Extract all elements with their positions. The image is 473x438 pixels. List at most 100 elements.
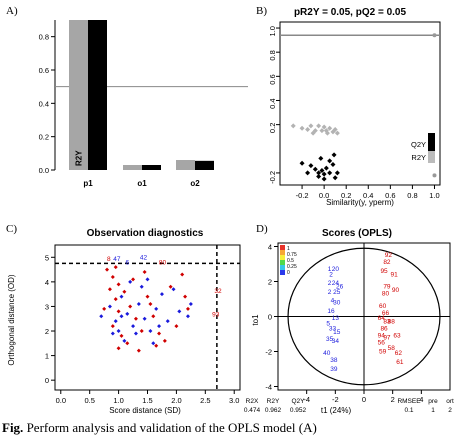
c-y-tick-label: 1: [45, 352, 49, 361]
panel-b-xlabel: Similarity(y, yperm): [326, 198, 394, 207]
figure-canvas: A) B) C) D) pR2Y = 0.05, pQ2 = 0.05 Obse…: [6, 5, 454, 415]
b-point-q2y: [316, 174, 322, 180]
b-point-q2y: [312, 166, 318, 172]
c-point-red: [136, 348, 141, 353]
c-y-tick-label: 2: [45, 327, 49, 336]
c-point-red: [151, 314, 156, 319]
d-stat-value: 2: [448, 407, 452, 414]
c-point-blue: [131, 324, 136, 329]
figure-caption: Fig. Perform analysis and validation of …: [2, 420, 473, 438]
b-x-tick-label: 0.6: [385, 191, 395, 200]
d-red-sample-label: 79: [383, 284, 391, 291]
c-point-blue: [148, 329, 153, 334]
d-red-sample-label: 58: [388, 345, 396, 352]
c-point-blue: [119, 314, 124, 319]
d-red-sample-label: 83: [383, 319, 391, 326]
d-stat-header: Q2Y: [291, 398, 305, 405]
caption-bold: Fig.: [2, 420, 24, 435]
b-point-r2y: [310, 130, 316, 136]
c-point-blue: [188, 301, 193, 306]
d-red-sample-label: 86: [380, 326, 388, 333]
c-point-red: [174, 324, 179, 329]
panel-d-ylabel: to1: [251, 314, 260, 326]
d-blue-sample-label: 2: [329, 271, 333, 278]
d-red-sample-label: 64: [378, 315, 386, 322]
b-point-r2y: [290, 123, 296, 129]
b-legend-r2y: R2Y: [411, 153, 426, 162]
c-point-red: [119, 333, 124, 338]
c-point-red: [145, 294, 150, 299]
c-y-tick-label: 3: [45, 302, 49, 311]
d-colorbar-swatch: [280, 270, 285, 275]
c-point-blue: [128, 279, 133, 284]
b-point-q2y: [323, 165, 329, 171]
d-red-sample-label: 94: [378, 333, 386, 340]
c-point-red: [162, 338, 167, 343]
b-point-q2y: [321, 176, 327, 182]
b-point-q2y: [308, 163, 314, 169]
panel-c-label: C): [6, 223, 17, 235]
b-point-q2y: [327, 170, 333, 176]
c-point-red: [116, 346, 121, 351]
d-blue-sample-label: 4: [331, 298, 335, 305]
d-x-tick-label: 2: [391, 395, 395, 404]
d-x-tick-label: 4: [419, 395, 423, 404]
c-point-blue: [125, 311, 130, 316]
d-blue-sample-label: 26: [336, 284, 344, 291]
b-point-r2y: [334, 130, 340, 136]
panel-b-label: B): [256, 5, 267, 17]
d-stat-value: 0.1: [404, 407, 413, 414]
c-obs-label: 42: [140, 255, 148, 262]
c-point-blue: [122, 338, 127, 343]
c-point-red: [131, 277, 136, 282]
d-stat-value: 0.952: [290, 407, 307, 414]
b-point-q2y: [334, 170, 340, 176]
d-red-sample-label: 61: [396, 359, 404, 366]
c-point-red: [148, 301, 153, 306]
c-point-red: [122, 289, 127, 294]
b-y-tick-label: -0.2: [268, 171, 277, 184]
d-colorbar-label: 0.25: [287, 264, 297, 270]
c-point-blue: [165, 319, 170, 324]
d-stat-header: ort: [446, 398, 454, 405]
c-point-blue: [154, 306, 159, 311]
d-y-tick-label: 4: [268, 243, 272, 252]
d-blue-sample-label: 33: [329, 326, 337, 333]
c-point-blue: [142, 316, 147, 321]
b-point-r2y: [321, 124, 327, 130]
b-point-r2y: [324, 130, 330, 136]
b-x-tick-label: 0.8: [407, 191, 417, 200]
d-hotelling-ellipse: [287, 247, 441, 386]
a-x-tick-label: o1: [137, 179, 147, 188]
d-blue-sample-label: 34: [332, 338, 340, 345]
d-red-sample-label: 95: [380, 268, 388, 275]
c-point-red: [183, 294, 188, 299]
a-bar-q2y: [142, 165, 161, 170]
c-x-tick-label: 2.5: [200, 396, 210, 405]
d-colorbar-swatch: [280, 255, 285, 260]
a-bar-inner-label: R2Y: [75, 150, 84, 166]
d-blue-sample-label: 13: [332, 315, 340, 322]
a-y-tick-label: 0.2: [39, 133, 49, 142]
b-point-r2y: [327, 125, 333, 131]
c-obs-label: 8: [107, 256, 111, 263]
c-point-blue: [157, 324, 162, 329]
b-x-tick-label: 0.0: [319, 191, 329, 200]
d-x-tick-label: -2: [332, 395, 339, 404]
d-colorbar-label: 0.5: [287, 258, 294, 264]
c-point-blue: [133, 331, 138, 336]
b-point-q2y: [299, 160, 305, 166]
c-point-red: [105, 267, 110, 272]
c-point-blue: [136, 301, 141, 306]
d-blue-sample-label: 30: [333, 299, 341, 306]
panel-b-title: pR2Y = 0.05, pQ2 = 0.05: [294, 7, 407, 18]
d-red-sample-label: 56: [378, 340, 386, 347]
panel-c-ylabel: Orthogonal distance (OD): [7, 274, 16, 365]
c-point-red: [116, 309, 121, 314]
panel-d-label: D): [256, 223, 268, 235]
b-legend-q2y: Q2Y: [411, 140, 426, 149]
d-red-sample-label: 66: [382, 310, 390, 317]
d-stat-value: 0.474: [244, 407, 261, 414]
c-y-tick-label: 0: [45, 376, 49, 385]
c-point-blue: [171, 287, 176, 292]
